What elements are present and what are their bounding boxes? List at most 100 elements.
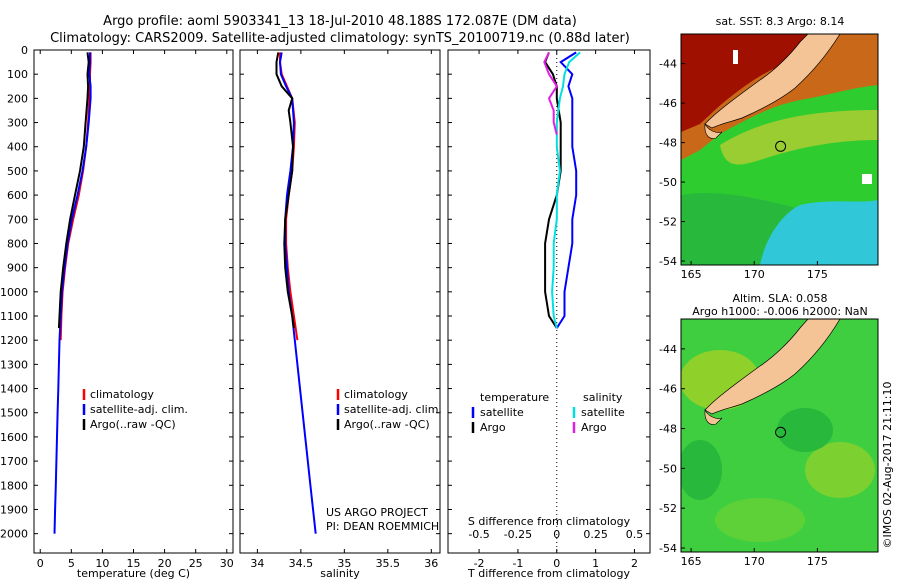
imos-watermark: ©IMOS 02-Aug-2017 21:11:10 <box>881 382 894 549</box>
temperature-panel-series-satellite-adj-clim- <box>53 52 92 534</box>
sst-map-title: sat. SST: 8.3 Argo: 8.14 <box>716 15 845 28</box>
sla-high-patch-3 <box>715 498 805 542</box>
sla-map-ytick-label: -52 <box>659 502 677 515</box>
salinity-panel-xtick-label: 34.5 <box>289 557 314 570</box>
sla-map-title-2: Argo h1000: -0.006 h2000: NaN <box>692 305 868 318</box>
project-label: US ARGO PROJECT <box>326 506 428 519</box>
depth-tick-label: 1500 <box>0 407 28 420</box>
title-line-1: Argo profile: aoml 5903341_13 18-Jul-201… <box>103 14 577 29</box>
depth-tick-label: 1000 <box>0 286 28 299</box>
sst-transition-band <box>720 110 878 165</box>
depth-tick-label: 1200 <box>0 334 28 347</box>
depth-tick-label: 900 <box>7 262 28 275</box>
sla-map-ytick-label: -48 <box>659 423 677 436</box>
sst-map-ytick-label: -48 <box>659 137 677 150</box>
sst-float-marker <box>775 140 787 152</box>
difference-panel-series-argo <box>543 51 558 135</box>
legend-label: satellite <box>480 406 524 419</box>
sst-map-panel: sat. SST: 8.3 Argo: 8.14 165 170 175 -44 -46… <box>659 15 879 281</box>
difference-panel-xtick-label: 2 <box>631 557 638 570</box>
legend-label: climatology <box>344 388 408 401</box>
sla-map-ytick-label: -54 <box>659 542 677 555</box>
difference-panel: -2 -1 0 1 2T difference from climatology -0.5… <box>447 49 651 580</box>
sst-map-xtick-label: 170 <box>744 268 765 281</box>
sla-map-xtick-label: 175 <box>807 555 828 568</box>
difference-panel-xlabel: T difference from climatology <box>467 567 630 580</box>
temperature-panel-xlabel: temperature (deg C) <box>77 567 190 580</box>
s-diff-tick-label: -0.25 <box>504 528 532 541</box>
temperature-panel-xtick-label: 20 <box>158 557 172 570</box>
s-diff-tick-label: 0 <box>553 528 560 541</box>
difference-panel-xtick-label: -1 <box>512 557 523 570</box>
salinity-panel-xtick-label: 36 <box>424 557 438 570</box>
salinity-panel-xtick-label: 35 <box>337 557 351 570</box>
difference-panel-xtick-label: 1 <box>592 557 599 570</box>
sst-map-ytick-label: -44 <box>659 58 677 71</box>
sla-map-xtick-label: 170 <box>744 555 765 568</box>
salinity-panel-xlabel: salinity <box>320 567 360 580</box>
sst-map-field <box>681 34 878 265</box>
temperature-panel: 0100200300400500600700800900100011001200… <box>0 44 234 580</box>
temperature-panel-xtick-label: 25 <box>189 557 203 570</box>
legend-label: Argo <box>480 421 506 434</box>
sst-map-ticks: 165 170 175 -44 -46 -48 -50 -52 -54 <box>659 58 828 281</box>
depth-tick-label: 100 <box>7 68 28 81</box>
legend-label: Argo(..raw -QC) <box>344 418 430 431</box>
temperature-panel-xtick-label: 10 <box>95 557 109 570</box>
sst-map-ytick-label: -46 <box>659 97 677 110</box>
sla-map-ytick-label: -46 <box>659 383 677 396</box>
sla-map-panel: Altim. SLA: 0.058 Argo h1000: -0.006 h20… <box>659 292 879 568</box>
depth-tick-label: 200 <box>7 92 28 105</box>
legend-label: satellite-adj. clim. <box>344 403 442 416</box>
difference-panel-xtick-label: 0 <box>553 557 560 570</box>
temperature-panel-series-argo-raw-qc- <box>57 52 90 329</box>
sst-map-ytick-label: -52 <box>659 216 677 229</box>
sst-cold-patch <box>760 200 878 265</box>
sst-missing-data-1 <box>733 50 738 64</box>
legend-salinity-title: salinity <box>583 391 623 404</box>
depth-tick-label: 1800 <box>0 479 28 492</box>
depth-tick-label: 0 <box>21 44 28 57</box>
sla-map-field <box>681 319 878 552</box>
depth-tick-label: 800 <box>7 237 28 250</box>
sla-land-south-island <box>704 319 841 415</box>
temperature-panel-xtick-label: 0 <box>37 557 44 570</box>
legend-label: satellite-adj. clim. <box>90 403 188 416</box>
sla-map-ticks: 165 170 175 -44 -46 -48 -50 -52 -54 <box>659 343 828 568</box>
depth-tick-label: 1600 <box>0 431 28 444</box>
depth-tick-label: 400 <box>7 141 28 154</box>
sst-land-stewart-island <box>704 122 723 139</box>
title-line-2: Climatology: CARS2009. Satellite-adjuste… <box>50 31 630 46</box>
sla-map-frame <box>680 318 879 553</box>
difference-panel-xtick-label: -2 <box>474 557 485 570</box>
salinity-panel-xtick-label: 35.5 <box>376 557 401 570</box>
sst-map-ytick-label: -50 <box>659 176 677 189</box>
salinity-panel-frame <box>239 49 441 554</box>
depth-tick-label: 2000 <box>0 528 28 541</box>
sla-land-stewart-island <box>704 408 723 425</box>
salinity-panel: 34 34.5 35 35.5 36 salinity climatology satelli… <box>239 49 442 580</box>
depth-tick-label: 300 <box>7 117 28 130</box>
sst-map-frame <box>680 33 879 266</box>
temperature-panel-xtick-label: 5 <box>68 557 75 570</box>
depth-tick-label: 1100 <box>0 310 28 323</box>
sla-map-ytick-label: -50 <box>659 462 677 475</box>
legend-label: Argo(..raw -QC) <box>90 418 176 431</box>
sla-low-patch-2 <box>681 440 722 500</box>
sst-map-ytick-label: -54 <box>659 255 677 268</box>
sla-high-patch-2 <box>805 442 875 498</box>
sst-missing-data-2 <box>862 174 872 184</box>
sla-map-xtick-label: 165 <box>681 555 702 568</box>
sst-land-south-island <box>704 34 841 129</box>
s-diff-axis-label: S difference from climatology <box>468 515 631 528</box>
salinity-panel-series-argo-raw-qc- <box>275 52 295 329</box>
depth-tick-label: 1400 <box>0 383 28 396</box>
sst-map-xtick-label: 165 <box>681 268 702 281</box>
depth-tick-label: 1300 <box>0 358 28 371</box>
s-diff-tick-label: 0.5 <box>626 528 644 541</box>
salinity-panel-xtick-label: 34 <box>250 557 264 570</box>
pi-label: PI: DEAN ROEMMICH <box>326 520 439 533</box>
depth-tick-label: 700 <box>7 213 28 226</box>
s-diff-tick-label: 0.25 <box>583 528 608 541</box>
